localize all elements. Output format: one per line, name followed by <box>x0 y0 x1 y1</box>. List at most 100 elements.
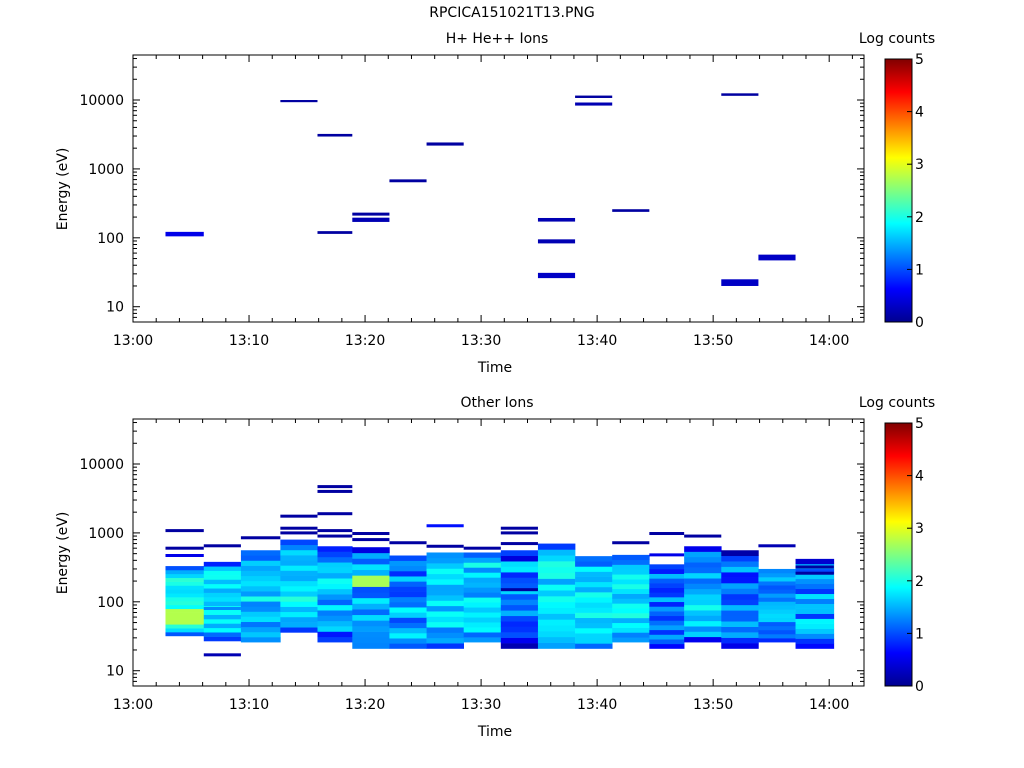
colorbar-tick-label: 3 <box>915 157 924 173</box>
heatmap-cell <box>575 612 613 619</box>
heatmap-cell <box>758 633 796 639</box>
heatmap-cell <box>500 626 539 633</box>
heatmap-cell <box>352 631 390 638</box>
heatmap-cell <box>165 628 205 633</box>
heatmap-cell <box>389 591 427 598</box>
heatmap-cell <box>463 637 502 643</box>
other-ions-ylabel: Energy (eV) <box>55 512 71 595</box>
heatmap-cell <box>463 632 502 638</box>
heatmap-cell <box>649 578 685 584</box>
heatmap-cell <box>352 575 390 582</box>
heatmap-cell <box>352 614 390 621</box>
heatmap-cell <box>537 549 576 556</box>
heatmap-cell <box>537 636 576 643</box>
heatmap-cell <box>317 231 353 234</box>
heatmap-cell <box>352 620 390 627</box>
heatmap-cell <box>280 570 318 576</box>
heatmap-cell <box>280 544 318 551</box>
heatmap-cell <box>463 567 502 573</box>
other-ions-plot-frame <box>132 418 865 687</box>
h-he-ions-ylabel: Energy (eV) <box>55 148 71 231</box>
heatmap-cell <box>537 631 576 638</box>
heatmap-cell <box>352 552 390 559</box>
heatmap-cell <box>758 597 796 602</box>
h-he-ions-panel: H+ He++ Ions 13:00 13:10 13:20 13:30 13:40 13… <box>55 31 935 376</box>
heatmap-cell <box>317 551 353 558</box>
heatmap-cell <box>426 595 464 601</box>
y-tick-label: 10000 <box>79 457 124 473</box>
heatmap-cell <box>684 620 722 627</box>
heatmap-cell <box>500 604 539 611</box>
heatmap-cell <box>317 546 353 552</box>
heatmap-cell <box>612 603 650 609</box>
heatmap-cell <box>280 591 318 597</box>
heatmap-cell <box>575 576 613 583</box>
heatmap-cell <box>575 597 613 603</box>
y-tick-label: 100 <box>97 595 124 611</box>
heatmap-cell <box>795 593 835 600</box>
heatmap-cell <box>684 610 722 616</box>
heatmap-cell <box>537 217 576 222</box>
heatmap-cell <box>575 633 613 639</box>
heatmap-cell <box>537 607 576 614</box>
heatmap-cell <box>165 612 205 617</box>
heatmap-cell <box>649 620 685 626</box>
heatmap-cell <box>463 552 502 558</box>
heatmap-cell <box>500 555 539 562</box>
heatmap-cell <box>389 571 427 577</box>
heatmap-cell <box>426 573 464 580</box>
heatmap-cell <box>721 643 759 649</box>
other-ions-panel: Other Ions 13:00 13:10 13:20 13:30 13:40 13:5… <box>55 395 935 740</box>
heatmap-cell <box>684 567 722 574</box>
heatmap-cell <box>203 610 242 615</box>
heatmap-cell <box>389 612 427 618</box>
heatmap-cell <box>165 620 205 625</box>
heatmap-cell <box>612 598 650 604</box>
heatmap-cell <box>280 585 318 592</box>
heatmap-cell <box>352 558 390 565</box>
heatmap-line-cell <box>280 531 318 535</box>
heatmap-cell <box>165 632 205 637</box>
heatmap-cell <box>649 592 685 598</box>
heatmap-cell <box>203 575 242 580</box>
heatmap-cell <box>426 142 464 146</box>
heatmap-cell <box>317 604 353 611</box>
heatmap-cell <box>684 551 722 558</box>
heatmap-cell <box>575 581 613 588</box>
heatmap-line-cell <box>426 544 464 548</box>
heatmap-cell <box>612 632 650 638</box>
heatmap-cell <box>500 599 539 606</box>
heatmap-line-cell <box>684 534 722 538</box>
colorbar-tick-label: 2 <box>915 574 924 590</box>
heatmap-line-cell <box>389 541 427 545</box>
heatmap-cell <box>317 599 353 606</box>
colorbar-tick-label: 1 <box>915 626 924 642</box>
heatmap-cell <box>575 643 613 649</box>
heatmap-cell <box>317 556 353 563</box>
heatmap-line-cell <box>203 544 241 548</box>
heatmap-cell <box>575 566 613 572</box>
heatmap-cell <box>795 608 835 614</box>
heatmap-cell <box>240 601 281 607</box>
heatmap-cell <box>758 617 796 623</box>
heatmap-line-cell <box>165 546 204 550</box>
heatmap-cell <box>575 622 613 629</box>
h-he-ions-title: H+ He++ Ions <box>446 31 549 47</box>
heatmap-cell <box>463 627 502 633</box>
heatmap-cell <box>537 272 576 279</box>
heatmap-cell <box>684 631 722 638</box>
heatmap-cell <box>795 623 835 629</box>
heatmap-line-cell <box>426 524 464 528</box>
heatmap-cell <box>684 546 722 552</box>
heatmap-cell <box>500 550 539 557</box>
heatmap-cell <box>389 633 427 639</box>
heatmap-cell <box>165 566 205 571</box>
x-tick-label: 13:00 <box>113 333 153 349</box>
heatmap-cell <box>795 558 835 565</box>
heatmap-cell <box>280 601 318 607</box>
heatmap-cell <box>500 583 539 589</box>
colorbar-top-ticks: 0 1 2 3 4 5 <box>907 52 924 331</box>
heatmap-cell <box>240 606 281 612</box>
heatmap-cell <box>280 616 318 623</box>
